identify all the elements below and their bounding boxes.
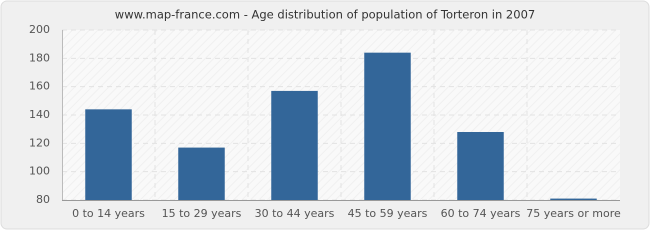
y-tick-label: 160: [29, 80, 50, 93]
x-tick-label: 15 to 29 years: [162, 207, 242, 220]
chart-title: www.map-france.com - Age distribution of…: [115, 8, 535, 22]
x-tick-label: 0 to 14 years: [72, 207, 145, 220]
chart: www.map-france.com - Age distribution of…: [0, 0, 650, 230]
x-tick-label: 60 to 74 years: [441, 207, 521, 220]
bar: [85, 109, 132, 200]
bar: [550, 198, 597, 200]
y-tick-label: 120: [29, 136, 50, 149]
bar: [178, 147, 225, 200]
x-tick-label: 30 to 44 years: [255, 207, 335, 220]
y-tick-label: 180: [29, 51, 50, 64]
bar: [271, 90, 318, 200]
x-tick-label: 45 to 59 years: [348, 207, 428, 220]
y-tick-label: 100: [29, 165, 50, 178]
y-tick-label: 80: [36, 193, 50, 206]
page: www.map-france.com - Age distribution of…: [0, 0, 650, 230]
y-tick-label: 140: [29, 108, 50, 121]
y-tick-label: 200: [29, 23, 50, 36]
x-tick-label: 75 years or more: [526, 207, 621, 220]
bar: [457, 132, 504, 200]
bar: [364, 52, 411, 200]
